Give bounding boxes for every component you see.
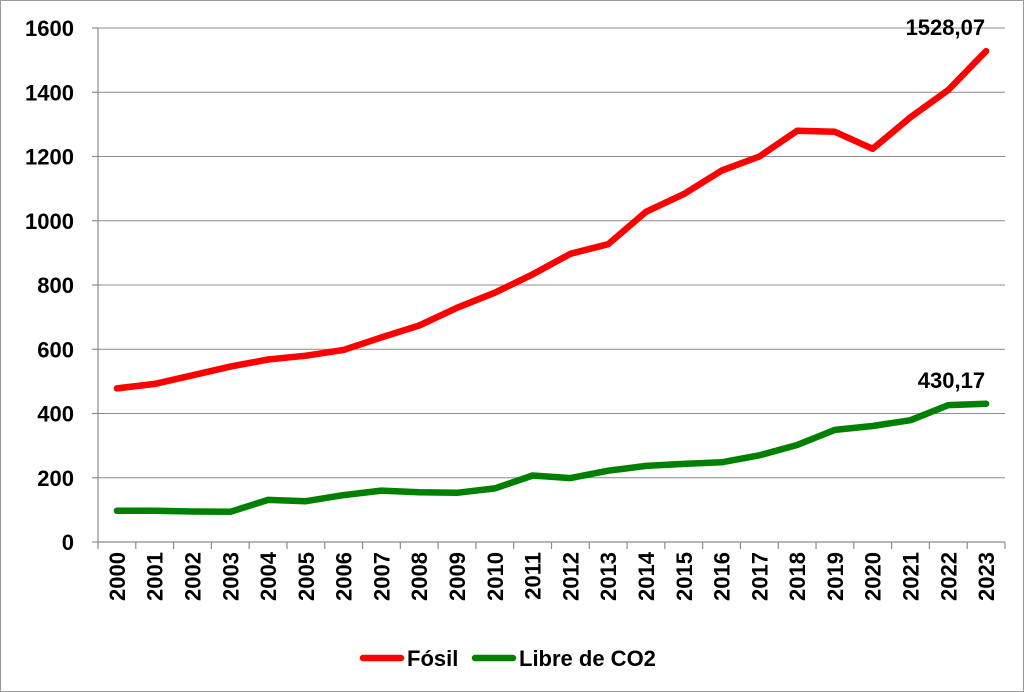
y-tick-label-1000: 1000 <box>25 209 74 234</box>
x-tick-label-2007: 2007 <box>369 552 394 601</box>
x-tick-label-2022: 2022 <box>936 552 961 601</box>
y-tick-label-1200: 1200 <box>25 145 74 170</box>
y-tick-label-1600: 1600 <box>25 16 74 41</box>
x-tick-label-2019: 2019 <box>823 552 848 601</box>
x-tick-label-2012: 2012 <box>558 552 583 601</box>
y-tick-label-1400: 1400 <box>25 80 74 105</box>
x-tick-label-2016: 2016 <box>710 552 735 601</box>
legend-label-libre-de-co2: Libre de CO2 <box>519 646 656 671</box>
y-tick-label-600: 600 <box>37 337 74 362</box>
data-label-libre-de-co2-2023: 430,17 <box>918 368 985 393</box>
x-tick-label-2023: 2023 <box>974 552 999 601</box>
x-tick-label-2015: 2015 <box>672 552 697 601</box>
x-tick-label-2001: 2001 <box>143 552 168 601</box>
data-label-fosil-2023: 1528,07 <box>906 15 986 40</box>
y-tick-label-800: 800 <box>37 273 74 298</box>
x-tick-label-2020: 2020 <box>861 552 886 601</box>
x-tick-label-2010: 2010 <box>483 552 508 601</box>
x-tick-label-2014: 2014 <box>634 551 659 601</box>
x-tick-label-2003: 2003 <box>218 552 243 601</box>
x-tick-label-2017: 2017 <box>747 552 772 601</box>
x-tick-label-2009: 2009 <box>445 552 470 601</box>
x-tick-label-2006: 2006 <box>332 552 357 601</box>
legend-label-fosil: Fósil <box>407 646 458 671</box>
x-tick-label-2018: 2018 <box>785 552 810 601</box>
x-tick-label-2013: 2013 <box>596 552 621 601</box>
x-tick-label-2002: 2002 <box>180 552 205 601</box>
x-tick-label-2021: 2021 <box>899 552 924 601</box>
series-line-fosil <box>113 47 990 392</box>
x-tick-label-2005: 2005 <box>294 552 319 601</box>
y-tick-label-200: 200 <box>37 466 74 491</box>
y-tick-label-400: 400 <box>37 402 74 427</box>
series-line-libre-de-co2 <box>113 400 990 516</box>
x-tick-label-2011: 2011 <box>521 552 546 600</box>
x-tick-label-2004: 2004 <box>256 551 281 601</box>
x-tick-label-2000: 2000 <box>105 552 130 601</box>
y-tick-label-0: 0 <box>62 530 74 555</box>
x-tick-label-2008: 2008 <box>407 552 432 601</box>
